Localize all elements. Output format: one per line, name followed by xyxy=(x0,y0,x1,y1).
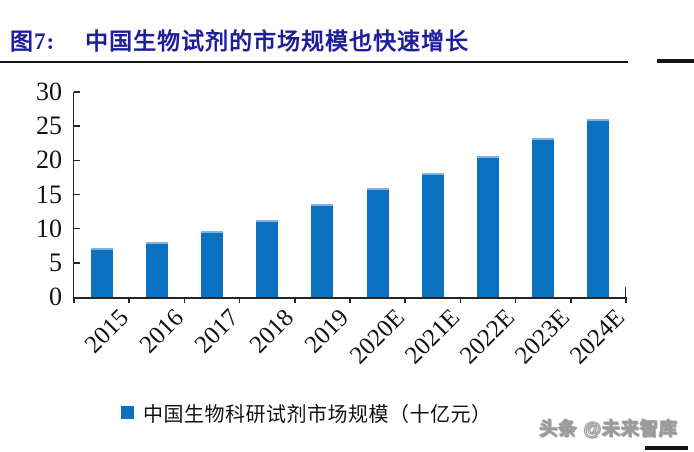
watermark-text: 头条 @未来智库 xyxy=(539,419,678,440)
x-axis-tick xyxy=(128,297,130,303)
y-tick-label: 15 xyxy=(36,179,62,209)
bar-2023E xyxy=(532,137,555,297)
y-axis-line xyxy=(72,92,74,299)
y-tick-label: 25 xyxy=(36,111,62,141)
title-underline xyxy=(0,61,628,63)
y-axis-tick xyxy=(74,227,80,230)
x-axis-tick xyxy=(625,297,627,303)
y-tick-label: 20 xyxy=(36,145,62,175)
y-tick-label: 0 xyxy=(49,282,62,311)
y-axis-tick xyxy=(74,91,80,93)
x-axis-tick xyxy=(183,297,186,303)
adjacent-column-rule-top xyxy=(657,59,694,63)
bar-2024E xyxy=(587,119,610,297)
y-axis-tick xyxy=(74,193,80,196)
bar-2020E xyxy=(366,188,389,297)
y-tick-label: 5 xyxy=(49,247,62,277)
x-tick-label: 2017 xyxy=(189,304,245,359)
figure-title: 图7: 中国生物试剂的市场规模也快速增长 xyxy=(10,22,469,56)
figure-title-text: 中国生物试剂的市场规模也快速增长 xyxy=(85,29,470,54)
bar-2016 xyxy=(145,241,168,297)
x-axis-tick xyxy=(570,297,572,303)
x-tick-label: 2016 xyxy=(134,304,189,359)
y-tick-label: 10 xyxy=(36,213,62,243)
x-axis-tick xyxy=(294,297,296,303)
x-axis-tick xyxy=(73,297,75,303)
chart-legend: 中国生物科研试剂市场规模（十亿元） xyxy=(121,398,492,426)
x-tick-label: 2020E xyxy=(344,304,410,370)
x-tick-label: 2018 xyxy=(244,304,300,359)
y-axis-tick xyxy=(74,159,80,162)
x-axis-end-tick xyxy=(624,287,626,297)
bar-2017 xyxy=(201,230,223,297)
x-axis-tick xyxy=(238,297,241,303)
x-tick-label: 2024E xyxy=(565,304,631,370)
x-axis-tick xyxy=(514,297,517,303)
x-axis-tick xyxy=(459,297,462,303)
bar-2018 xyxy=(256,220,279,297)
figure-number-label: 图7: xyxy=(10,29,56,54)
bar-2015 xyxy=(90,247,113,297)
x-tick-label: 2023E xyxy=(510,304,576,370)
x-tick-label: 2015 xyxy=(79,304,134,359)
bar-2019 xyxy=(311,204,334,297)
bar-2022E xyxy=(477,156,499,297)
x-axis-tick xyxy=(404,297,406,303)
legend-swatch-square xyxy=(121,405,134,419)
bar-2021E xyxy=(421,172,444,297)
x-tick-label: 2022E xyxy=(454,304,521,370)
y-axis-tick xyxy=(74,125,80,127)
adjacent-column-rule-bottom xyxy=(645,446,688,450)
legend-label: 中国生物科研试剂市场规模（十亿元） xyxy=(143,403,492,426)
x-axis-tick xyxy=(349,297,351,303)
x-tick-label: 2021E xyxy=(399,304,465,370)
y-tick-label: 30 xyxy=(36,77,62,106)
y-axis-tick xyxy=(74,262,80,264)
